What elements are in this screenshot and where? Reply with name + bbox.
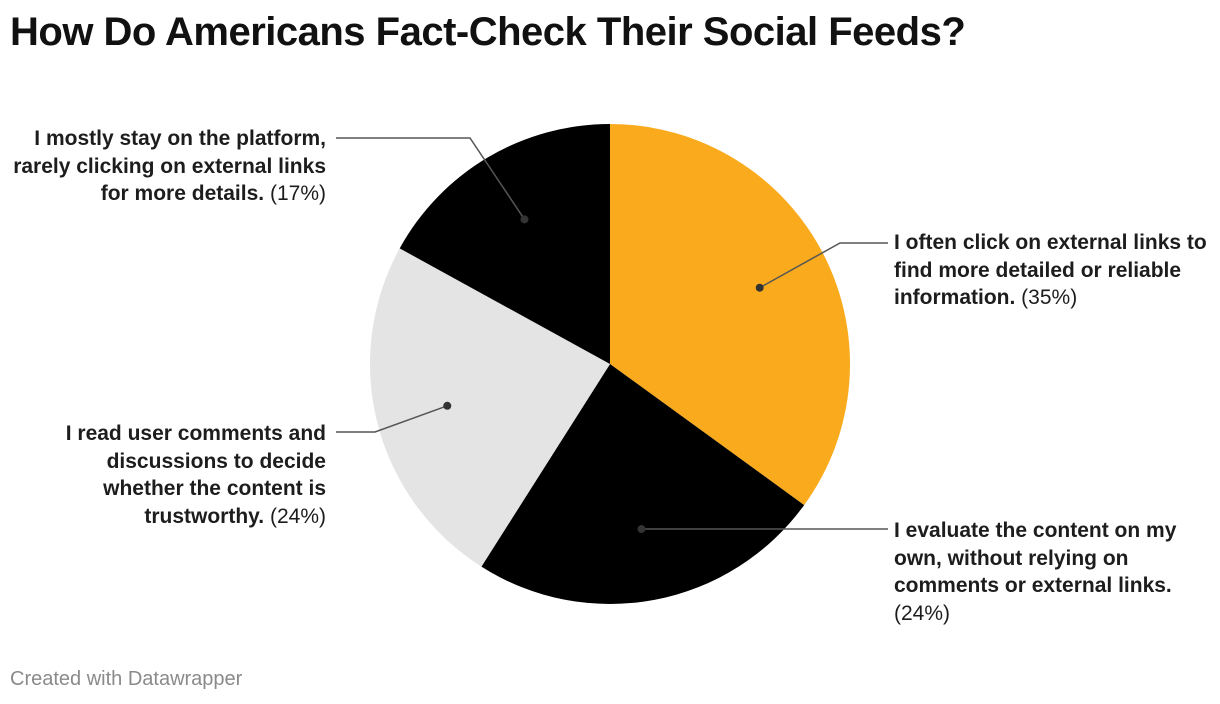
slice-label-text: I read user comments and discussions to …: [65, 422, 326, 528]
leader-dot-stay-platform: [520, 215, 529, 224]
slice-label-text: I evaluate the content on my own, withou…: [894, 519, 1177, 597]
pie-slice-user-comments: [370, 248, 610, 567]
slice-label-percent: (17%): [269, 182, 326, 205]
chart-title: How Do Americans Fact-Check Their Social…: [10, 10, 966, 54]
pie-slice-stay-platform: [399, 124, 610, 364]
slice-label-user-comments: I read user comments and discussions to …: [30, 420, 326, 530]
slice-label-evaluate-own: I evaluate the content on my own, withou…: [894, 517, 1209, 627]
slice-label-percent: (24%): [269, 504, 326, 528]
pie-slice-external-links: [610, 124, 850, 506]
slice-label-text: I mostly stay on the platform, rarely cl…: [13, 127, 326, 205]
leader-line-stay-platform: [336, 137, 526, 220]
slice-label-percent: (35%): [1021, 286, 1078, 309]
credit-footer: Created with Datawrapper: [10, 668, 243, 690]
leader-line-user-comments: [336, 405, 448, 433]
pie-slice-evaluate-own: [481, 364, 805, 604]
leader-dot-external-links: [755, 283, 764, 292]
leader-dot-evaluate-own: [637, 525, 646, 534]
leader-line-external-links: [759, 242, 888, 289]
slice-label-external-links: I often click on external links to find …: [894, 229, 1214, 312]
leader-dot-user-comments: [443, 401, 452, 410]
slice-label-percent: (24%): [894, 601, 951, 625]
slice-label-stay-platform: I mostly stay on the platform, rarely cl…: [6, 125, 326, 208]
slice-label-text: I often click on external links to find …: [894, 231, 1207, 309]
